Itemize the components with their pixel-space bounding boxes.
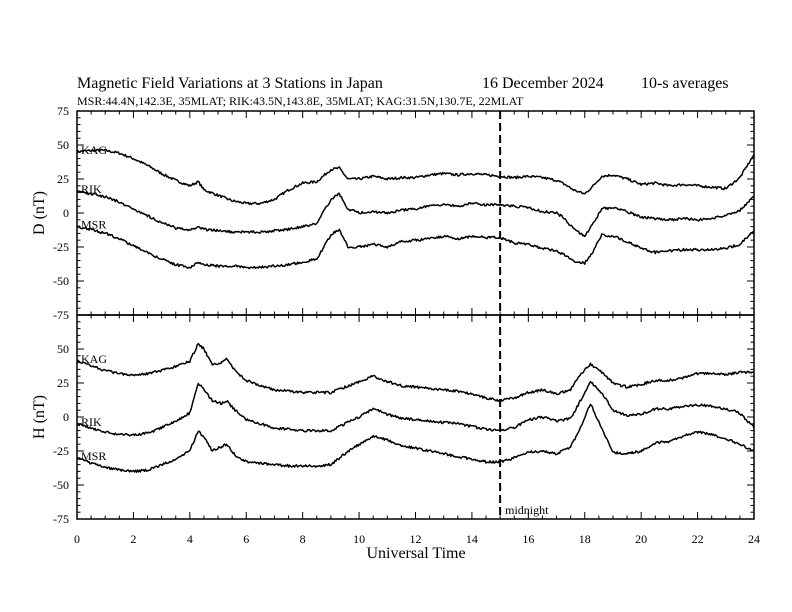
x-axis-title: Universal Time xyxy=(366,545,465,562)
x-tick-label: 4 xyxy=(187,532,193,546)
d-series-label-rik: RIK xyxy=(81,182,102,196)
h-series-label-kag: KAG xyxy=(81,352,107,366)
h-y-tick-label: -25 xyxy=(53,444,69,458)
h-series-rik xyxy=(76,381,755,437)
x-tick-label: 0 xyxy=(74,532,80,546)
x-tick-label: 18 xyxy=(579,532,591,546)
x-tick-label: 10 xyxy=(353,532,365,546)
d-y-tick-label: 75 xyxy=(57,104,69,118)
x-tick-label: 12 xyxy=(410,532,422,546)
x-tick-label: 6 xyxy=(243,532,249,546)
h-series-label-rik: RIK xyxy=(81,415,102,429)
d-panel-frame xyxy=(76,110,755,316)
h-panel-y-axis-title: H (nT) xyxy=(31,395,48,439)
d-series-label-kag: KAG xyxy=(81,143,107,157)
midnight-label: midnight xyxy=(505,503,549,517)
d-y-tick-label: 25 xyxy=(57,172,69,186)
d-y-tick-label: 0 xyxy=(63,206,69,220)
x-tick-label: 16 xyxy=(522,532,534,546)
d-series-rik xyxy=(76,190,754,238)
d-y-tick-label: -75 xyxy=(53,308,69,322)
h-y-tick-label: -50 xyxy=(53,478,69,492)
d-y-tick-label: -25 xyxy=(53,240,69,254)
h-series-msr xyxy=(76,403,755,473)
chart-date: 16 December 2024 xyxy=(482,75,604,92)
x-tick-label: 2 xyxy=(130,532,136,546)
stations-info: MSR:44.4N,142.3E, 35MLAT; RIK:43.5N,143.… xyxy=(77,94,524,108)
x-tick-label: 20 xyxy=(635,532,647,546)
h-series-kag xyxy=(76,342,755,403)
d-y-tick-label: 50 xyxy=(57,138,69,152)
x-tick-label: 24 xyxy=(748,532,760,546)
h-series-label-msr: MSR xyxy=(81,449,106,463)
h-panel-frame xyxy=(76,314,755,520)
h-y-tick-label: 0 xyxy=(63,410,69,424)
chart-title: Magnetic Field Variations at 3 Stations … xyxy=(77,75,383,92)
h-y-tick-label: 25 xyxy=(57,376,69,390)
d-series-kag xyxy=(76,148,755,206)
h-y-tick-label: -75 xyxy=(53,512,69,526)
d-series-label-msr: MSR xyxy=(81,218,106,232)
d-panel-y-axis-title: D (nT) xyxy=(31,191,48,235)
chart-averaging: 10-s averages xyxy=(641,75,729,92)
h-y-tick-label: 50 xyxy=(57,342,69,356)
d-series-msr xyxy=(76,225,755,270)
d-y-tick-label: -50 xyxy=(53,274,69,288)
x-tick-label: 8 xyxy=(300,532,306,546)
plot-panels: 75 50 25 0 -25 -50 -75 KAG RIK MSR 50 25 0 -25 -50 -75 0… xyxy=(53,104,760,546)
x-tick-label: 22 xyxy=(692,532,704,546)
x-tick-label: 14 xyxy=(466,532,478,546)
d-panel: 75 50 25 0 -25 -50 -75 KAG RIK MSR xyxy=(53,104,755,322)
